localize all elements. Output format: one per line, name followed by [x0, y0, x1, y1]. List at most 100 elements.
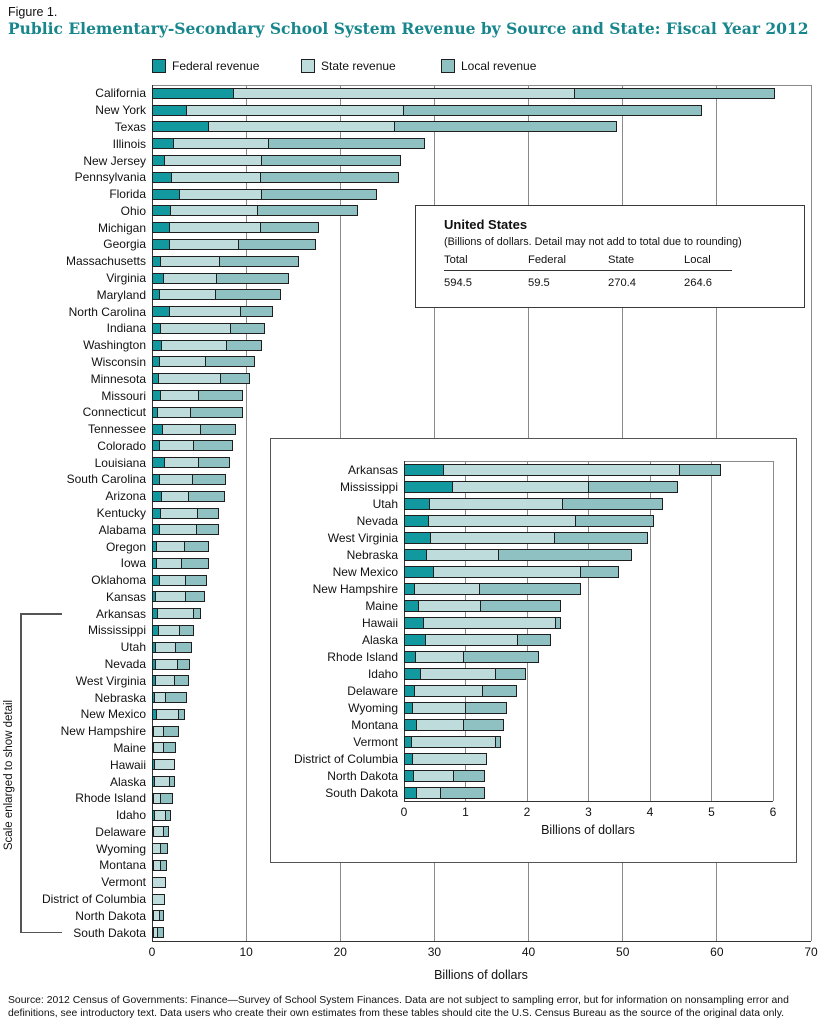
- state-label: New Hampshire: [60, 724, 146, 739]
- bar-segment-local: [517, 633, 551, 646]
- bar-segment-state: [160, 255, 220, 267]
- state-label: Virginia: [106, 271, 146, 286]
- state-label: Alaska: [109, 774, 146, 789]
- us-val-state: 270.4: [608, 277, 636, 289]
- bar-segment-local: [480, 599, 561, 612]
- state-label: Alabama: [98, 522, 146, 537]
- bar-segment-federal: [404, 531, 431, 544]
- bar-segment-state: [156, 708, 179, 720]
- gridline: [526, 461, 528, 801]
- x-axis: [152, 940, 811, 942]
- bar-segment-federal: [152, 306, 170, 318]
- bar-segment-state: [157, 608, 194, 620]
- state-label: Vermont: [353, 734, 398, 749]
- bar-segment-local: [554, 531, 648, 544]
- scale-bracket-bottom: [20, 931, 62, 933]
- gridline: [772, 461, 774, 801]
- state-label: Nevada: [104, 657, 146, 672]
- us-col-state: State: [608, 254, 635, 266]
- bar-segment-state: [452, 480, 589, 493]
- state-label: Wyoming: [96, 841, 146, 856]
- state-label: Louisiana: [94, 455, 146, 470]
- bar-segment-state: [160, 390, 199, 401]
- x-tick-label: 0: [400, 805, 408, 819]
- legend-label: State revenue: [321, 59, 396, 73]
- state-label: Nebraska: [94, 690, 146, 705]
- state-label: South Carolina: [66, 472, 146, 487]
- bar-segment-local: [184, 541, 209, 553]
- bar-segment-state: [423, 616, 556, 629]
- bar-segment-federal: [152, 238, 170, 250]
- state-label: Pennsylvania: [74, 170, 146, 185]
- bar-segment-local: [179, 624, 194, 636]
- bar-segment-state: [161, 339, 227, 351]
- bar-segment-state: [208, 121, 395, 133]
- bar-segment-state: [155, 641, 176, 653]
- bar-segment-local: [160, 792, 173, 804]
- bar-segment-local: [463, 718, 504, 731]
- gridline: [711, 461, 712, 801]
- bar-segment-federal: [404, 633, 426, 646]
- state-label: District of Columbia: [41, 892, 146, 907]
- bar-segment-federal: [404, 497, 430, 510]
- state-label: Kentucky: [96, 506, 146, 520]
- us-table-rule: [444, 270, 732, 271]
- state-label: Ohio: [120, 203, 146, 218]
- bar-segment-state: [164, 155, 262, 167]
- bar-segment-local: [463, 650, 539, 663]
- x-tick-label: 60: [710, 945, 724, 959]
- bar-segment-state: [414, 684, 483, 697]
- bar-segment-state: [416, 718, 464, 731]
- bar-segment-local: [240, 306, 273, 318]
- bar-segment-state: [155, 675, 175, 687]
- x-tick-label: 6: [769, 805, 777, 819]
- bar-segment-federal: [152, 138, 174, 150]
- bar-segment-state: [173, 138, 269, 150]
- bar-segment-local: [196, 524, 219, 536]
- bar-segment-state: [170, 205, 258, 217]
- bar-segment-state: [163, 272, 217, 284]
- bar-segment-local: [498, 548, 632, 561]
- state-label: New Mexico: [332, 564, 398, 579]
- state-label: Arkansas: [95, 606, 146, 621]
- state-label: Wyoming: [348, 700, 398, 715]
- bar-segment-local: [181, 557, 209, 569]
- bar-segment-local: [169, 776, 175, 788]
- legend-label: Federal revenue: [172, 59, 260, 73]
- state-label: North Carolina: [68, 304, 146, 319]
- state-label: Illinois: [112, 136, 146, 151]
- bar-segment-local: [165, 692, 187, 704]
- bar-segment-local: [198, 390, 243, 401]
- legend-label: Local revenue: [461, 59, 537, 73]
- bar-segment-local: [163, 742, 176, 754]
- scale-bracket-vertical: [20, 613, 22, 933]
- bar-segment-federal: [404, 565, 434, 578]
- state-label: Colorado: [97, 438, 146, 453]
- state-label: District of Columbia: [293, 751, 398, 766]
- state-label: South Dakota: [325, 785, 398, 800]
- bar-segment-local: [220, 373, 250, 385]
- bar-segment-state: [169, 238, 239, 250]
- bar-segment-local: [219, 255, 299, 267]
- us-col-federal: Federal: [528, 254, 566, 266]
- bar-segment-local: [679, 463, 721, 476]
- bar-segment-state: [443, 463, 680, 476]
- bar-segment-local: [185, 574, 207, 586]
- bar-segment-state: [160, 507, 198, 519]
- us-col-total: Total: [444, 254, 468, 266]
- state-label: Nebraska: [346, 547, 398, 562]
- state-label: Maryland: [96, 287, 146, 302]
- state-label: Nevada: [356, 513, 398, 528]
- bar-segment-state: [155, 658, 178, 670]
- state-label: North Dakota: [327, 768, 398, 783]
- bar-segment-local: [588, 480, 678, 493]
- us-val-total: 594.5: [444, 277, 472, 289]
- x-tick-label: 2: [523, 805, 531, 819]
- us-val-local: 264.6: [684, 277, 712, 289]
- bar-segment-local: [160, 843, 168, 855]
- state-label: Connecticut: [82, 405, 146, 420]
- bar-segment-local: [482, 684, 517, 697]
- gridline: [245, 85, 247, 941]
- bar-segment-state: [152, 876, 166, 888]
